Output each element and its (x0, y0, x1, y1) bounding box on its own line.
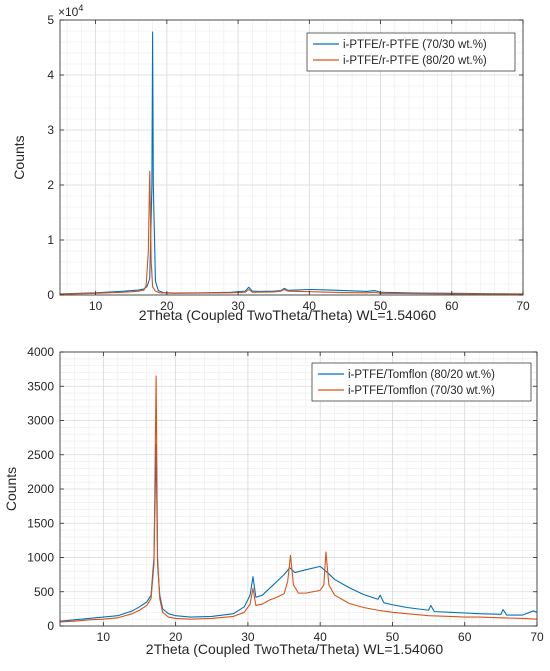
y-tick-label: 2500 (27, 448, 54, 462)
axes-box (59, 19, 524, 296)
y-tick-label: 0 (47, 288, 54, 302)
x-tick-label: 20 (169, 630, 183, 644)
y-tick-label: 2000 (27, 482, 54, 496)
legend-box (306, 32, 516, 72)
y-exponent-power: 4 (78, 3, 83, 13)
x-tick-label: 50 (374, 299, 388, 313)
x-tick-label: 10 (89, 299, 103, 313)
x-axis-label: 2Theta (Coupled TwoTheta/Theta) WL=1.540… (146, 641, 444, 657)
legend-box (311, 362, 532, 402)
y-axis-label: Counts (3, 467, 19, 511)
y-tick-label: 3 (47, 123, 54, 137)
legend-entry-2: i-PTFE/Tomflon (70/30 wt.%) (348, 385, 495, 397)
x-tick-label: 20 (160, 299, 174, 313)
x-tick-label: 30 (241, 630, 255, 644)
y-tick-label: 2 (47, 178, 54, 192)
series-line-2 (60, 375, 537, 623)
axes: 10 20 30 40 50 60 70 0 500 1000 1500 2000 2500 3000 35… (27, 345, 544, 644)
series-line-1 (60, 31, 523, 295)
x-tick-label: 40 (314, 630, 328, 644)
y-tick-label: 4 (47, 68, 54, 82)
y-tick-label: 3000 (27, 414, 54, 428)
legend-entry-1: i-PTFE/r-PTFE (70/30 wt.%) (343, 39, 487, 51)
y-tick-label: 500 (34, 585, 54, 599)
x-tick-label: 40 (303, 299, 317, 313)
series-line-2 (60, 170, 523, 295)
legend-entry-1: i-PTFE/Tomflon (80/20 wt.%) (348, 369, 495, 381)
x-tick-label: 60 (458, 630, 472, 644)
series-group (60, 31, 523, 295)
y-tick-label: 4000 (27, 345, 54, 359)
legend-entry-2: i-PTFE/r-PTFE (80/20 wt.%) (343, 55, 487, 67)
series-group (60, 375, 537, 623)
x-tick-label: 70 (530, 630, 544, 644)
x-axis-label: 2Theta (Coupled TwoTheta/Theta) WL=1.540… (139, 307, 437, 323)
y-axis-label: Counts (11, 135, 27, 179)
x-tick-label: 60 (445, 299, 459, 313)
y-tick-label: 0 (47, 619, 54, 633)
y-tick-label: 1000 (27, 551, 54, 565)
legend: i-PTFE/Tomflon (80/20 wt.%) i-PTFE/Tomflo… (311, 362, 532, 402)
x-tick-label: 70 (516, 299, 530, 313)
y-exponent-label: ×104 (58, 3, 83, 19)
y-tick-label: 1500 (27, 516, 54, 530)
y-tick-label: 5 (47, 13, 54, 27)
y-exponent-base: ×10 (58, 5, 79, 19)
y-tick-label: 3500 (27, 379, 54, 393)
y-tick-label: 1 (47, 233, 54, 247)
x-tick-label: 50 (386, 630, 400, 644)
x-tick-label: 10 (97, 630, 111, 644)
x-tick-label: 30 (231, 299, 245, 313)
legend: i-PTFE/r-PTFE (70/30 wt.%) i-PTFE/r-PTFE … (306, 32, 516, 72)
chart-bottom: 10 20 30 40 50 60 70 0 500 1000 1500 2000 2500 3000 35… (3, 345, 544, 657)
